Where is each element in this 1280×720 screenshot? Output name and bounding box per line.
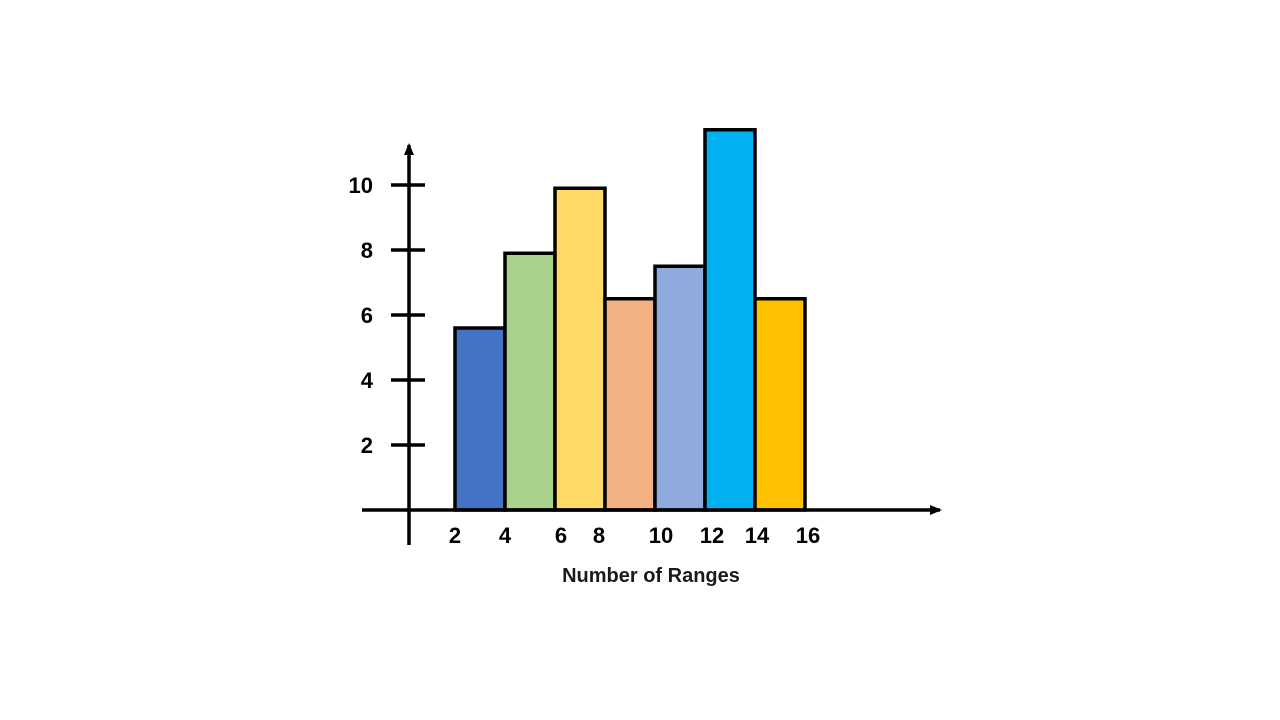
y-tick-label-2: 2 xyxy=(361,433,373,458)
y-ticks-group: 2 4 6 8 10 xyxy=(349,173,425,458)
bars-group xyxy=(453,128,807,512)
bar-2-4 xyxy=(453,326,507,512)
y-tick-label-10: 10 xyxy=(349,173,373,198)
y-tick-label-4: 4 xyxy=(361,368,374,393)
x-tick-label-16: 16 xyxy=(796,523,820,548)
x-axis-title: Number of Ranges xyxy=(562,565,740,587)
x-tick-label-6: 6 xyxy=(555,523,567,548)
y-tick-label-6: 6 xyxy=(361,303,373,328)
bar-12-14 xyxy=(703,128,757,512)
x-tick-label-14: 14 xyxy=(745,523,770,548)
x-ticks-group: 2 4 6 8 10 12 14 16 xyxy=(449,523,820,548)
x-tick-label-8: 8 xyxy=(593,523,605,548)
bar-10-12 xyxy=(653,264,707,512)
x-tick-label-12: 12 xyxy=(700,523,724,548)
bar-4-6 xyxy=(503,251,557,512)
bar-14-16 xyxy=(753,297,807,512)
x-tick-label-4: 4 xyxy=(499,523,512,548)
x-tick-label-2: 2 xyxy=(449,523,461,548)
bar-8-10 xyxy=(603,297,657,512)
x-tick-label-10: 10 xyxy=(649,523,673,548)
y-tick-label-8: 8 xyxy=(361,238,373,263)
bar-6-8 xyxy=(553,186,607,512)
